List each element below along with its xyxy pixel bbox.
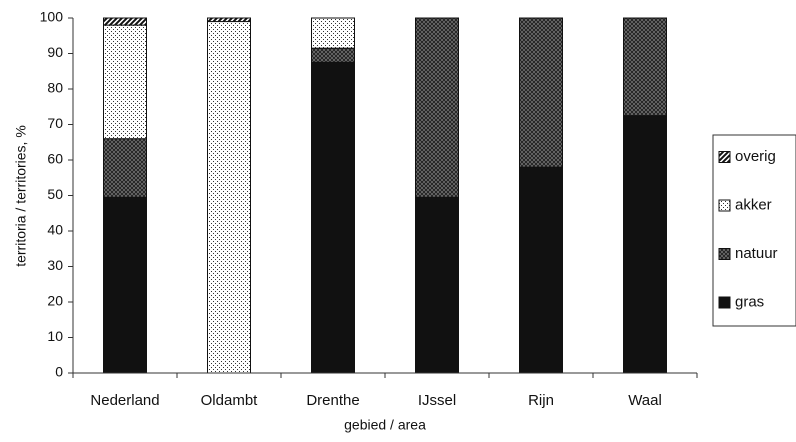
bar-segment (415, 17, 459, 198)
x-tick-label: Oldambt (201, 392, 259, 409)
legend-swatch (718, 151, 731, 163)
bar-segment (207, 17, 251, 23)
bar-segment (103, 138, 147, 198)
legend-swatch (718, 248, 731, 260)
y-tick-label: 20 (47, 293, 63, 309)
x-tick-label: Waal (628, 392, 662, 409)
y-tick-label: 100 (40, 9, 64, 25)
y-tick-label: 10 (47, 328, 63, 344)
y-tick-label: 90 (47, 44, 63, 60)
y-tick-label: 60 (47, 151, 63, 167)
legend-box (712, 134, 796, 327)
x-tick-label: Rijn (528, 392, 554, 409)
legend-label: natuur (735, 245, 778, 262)
y-tick-label: 40 (47, 222, 63, 238)
legend-swatch (718, 199, 731, 212)
x-tick-label: Drenthe (306, 392, 359, 409)
y-tick-label: 80 (47, 80, 63, 96)
y-tick-label: 0 (55, 364, 63, 380)
bar-segment (311, 61, 355, 374)
x-axis-label: gebied / area (344, 417, 426, 433)
y-tick-label: 50 (47, 186, 63, 202)
y-tick-label: 30 (47, 257, 63, 273)
legend-label: akker (735, 196, 772, 213)
x-tick-label: Nederland (90, 392, 159, 409)
y-axis-label: territoria / territories, % (13, 125, 29, 267)
x-tick-label: IJssel (418, 392, 456, 409)
bar-segment (623, 115, 667, 374)
y-tick-label: 70 (47, 115, 63, 131)
bar-segment (623, 17, 667, 117)
legend-label: gras (735, 293, 764, 310)
bar-segment (207, 21, 251, 374)
legend-swatch (718, 296, 731, 309)
bar-segment (519, 166, 563, 374)
bar-segment (103, 24, 147, 140)
bar-segment (311, 17, 355, 49)
bar-segment (103, 17, 147, 26)
bar-segment (103, 196, 147, 374)
bar-segment (311, 47, 355, 63)
bar-segment (415, 196, 459, 374)
bar-segment (519, 17, 563, 168)
legend-label: overig (735, 148, 776, 165)
